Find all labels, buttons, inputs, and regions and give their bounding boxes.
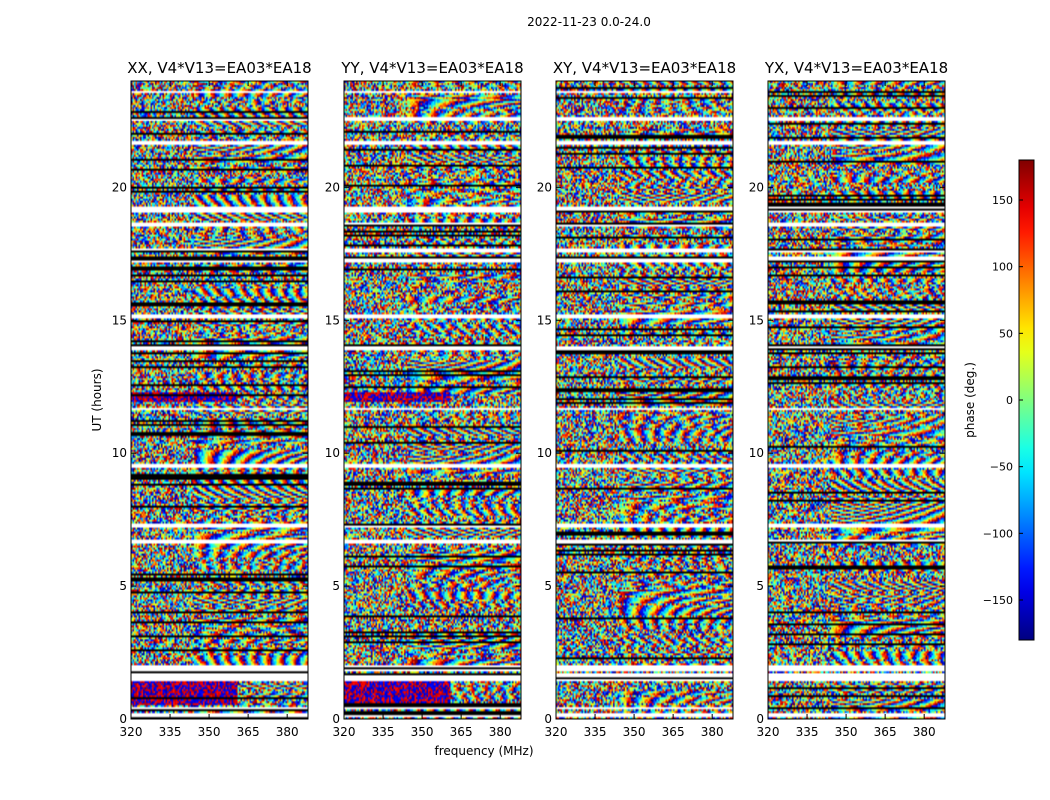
axes-frame — [343, 80, 522, 720]
panels: XX, V4*V13=EA03*EA18 320 335 350 365 380 0 5 10 1… — [112, 59, 948, 739]
x-tick-label: 365 — [874, 725, 897, 739]
panel-yy: YY, V4*V13=EA03*EA18 320 335 350 365 380 0 5 10 1… — [325, 59, 524, 739]
panel-title: XY, V4*V13=EA03*EA18 — [553, 59, 736, 77]
figure-title: 2022-11-23 0.0-24.0 — [527, 15, 651, 29]
x-tick-label: 350 — [835, 725, 858, 739]
x-tick-label: 350 — [198, 725, 221, 739]
panel-xy: XY, V4*V13=EA03*EA18 320 335 350 365 380 0 5 10 1… — [537, 59, 736, 739]
y-tick-label: 5 — [544, 579, 552, 593]
y-tick-label: 10 — [112, 446, 127, 460]
colorbar-tick-label: −150 — [983, 594, 1013, 607]
panel-yx: YX, V4*V13=EA03*EA18 320 335 350 365 380 0 5 10 1… — [749, 59, 948, 739]
panel-title: YY, V4*V13=EA03*EA18 — [340, 59, 523, 77]
panel-xx: XX, V4*V13=EA03*EA18 320 335 350 365 380 0 5 10 1… — [112, 59, 312, 739]
y-tick-label: 20 — [325, 180, 340, 194]
y-tick-label: 10 — [749, 446, 764, 460]
y-axis-label: UT (hours) — [90, 368, 104, 431]
y-tick-label: 10 — [325, 446, 340, 460]
y-tick-label: 0 — [119, 712, 127, 726]
x-axis-label: frequency (MHz) — [434, 744, 533, 758]
x-tick-label: 380 — [913, 725, 936, 739]
x-tick-label: 320 — [333, 725, 356, 739]
y-tick-label: 5 — [119, 579, 127, 593]
x-tick-label: 320 — [120, 725, 143, 739]
y-tick-label: 5 — [756, 579, 764, 593]
axes-frame — [767, 80, 946, 720]
y-tick-label: 10 — [537, 446, 552, 460]
x-tick-label: 335 — [159, 725, 182, 739]
x-tick-label: 320 — [545, 725, 568, 739]
y-tick-label: 20 — [749, 180, 764, 194]
y-tick-label: 20 — [112, 180, 127, 194]
phase-waterfall-image — [344, 81, 521, 719]
x-tick-label: 320 — [757, 725, 780, 739]
colorbar-tick-label: 0 — [1006, 394, 1013, 407]
y-tick-label: 0 — [756, 712, 764, 726]
axes-frame — [555, 80, 734, 720]
x-tick-label: 380 — [701, 725, 724, 739]
colorbar: phase (deg.) 150 100 50 0 −50 −100 −150 — [963, 159, 1035, 641]
colorbar-tick-label: −50 — [990, 461, 1013, 474]
x-tick-label: 380 — [489, 725, 512, 739]
x-tick-label: 365 — [450, 725, 473, 739]
x-tick-label: 335 — [796, 725, 819, 739]
x-tick-label: 350 — [411, 725, 434, 739]
x-tick-label: 335 — [372, 725, 395, 739]
x-tick-label: 380 — [276, 725, 299, 739]
y-tick-label: 15 — [537, 313, 552, 327]
phase-waterfall-image — [556, 81, 733, 719]
colorbar-tick-label: 50 — [999, 327, 1013, 340]
x-tick-label: 350 — [623, 725, 646, 739]
x-tick-label: 365 — [237, 725, 260, 739]
colorbar-tick-label: −100 — [983, 527, 1013, 540]
y-tick-label: 20 — [537, 180, 552, 194]
panel-title: XX, V4*V13=EA03*EA18 — [127, 59, 311, 77]
y-tick-label: 15 — [112, 313, 127, 327]
y-tick-label: 0 — [544, 712, 552, 726]
y-tick-label: 5 — [332, 579, 340, 593]
axes-frame — [130, 80, 309, 720]
colorbar-label: phase (deg.) — [963, 362, 977, 438]
phase-waterfall-image — [768, 81, 945, 719]
y-tick-label: 15 — [749, 313, 764, 327]
x-tick-label: 365 — [662, 725, 685, 739]
colorbar-tick-label: 150 — [992, 194, 1013, 207]
y-tick-label: 0 — [332, 712, 340, 726]
colorbar-tick-label: 100 — [992, 261, 1013, 274]
y-tick-label: 15 — [325, 313, 340, 327]
phase-waterfall-image — [131, 81, 308, 719]
panel-title: YX, V4*V13=EA03*EA18 — [764, 59, 948, 77]
x-tick-label: 335 — [584, 725, 607, 739]
